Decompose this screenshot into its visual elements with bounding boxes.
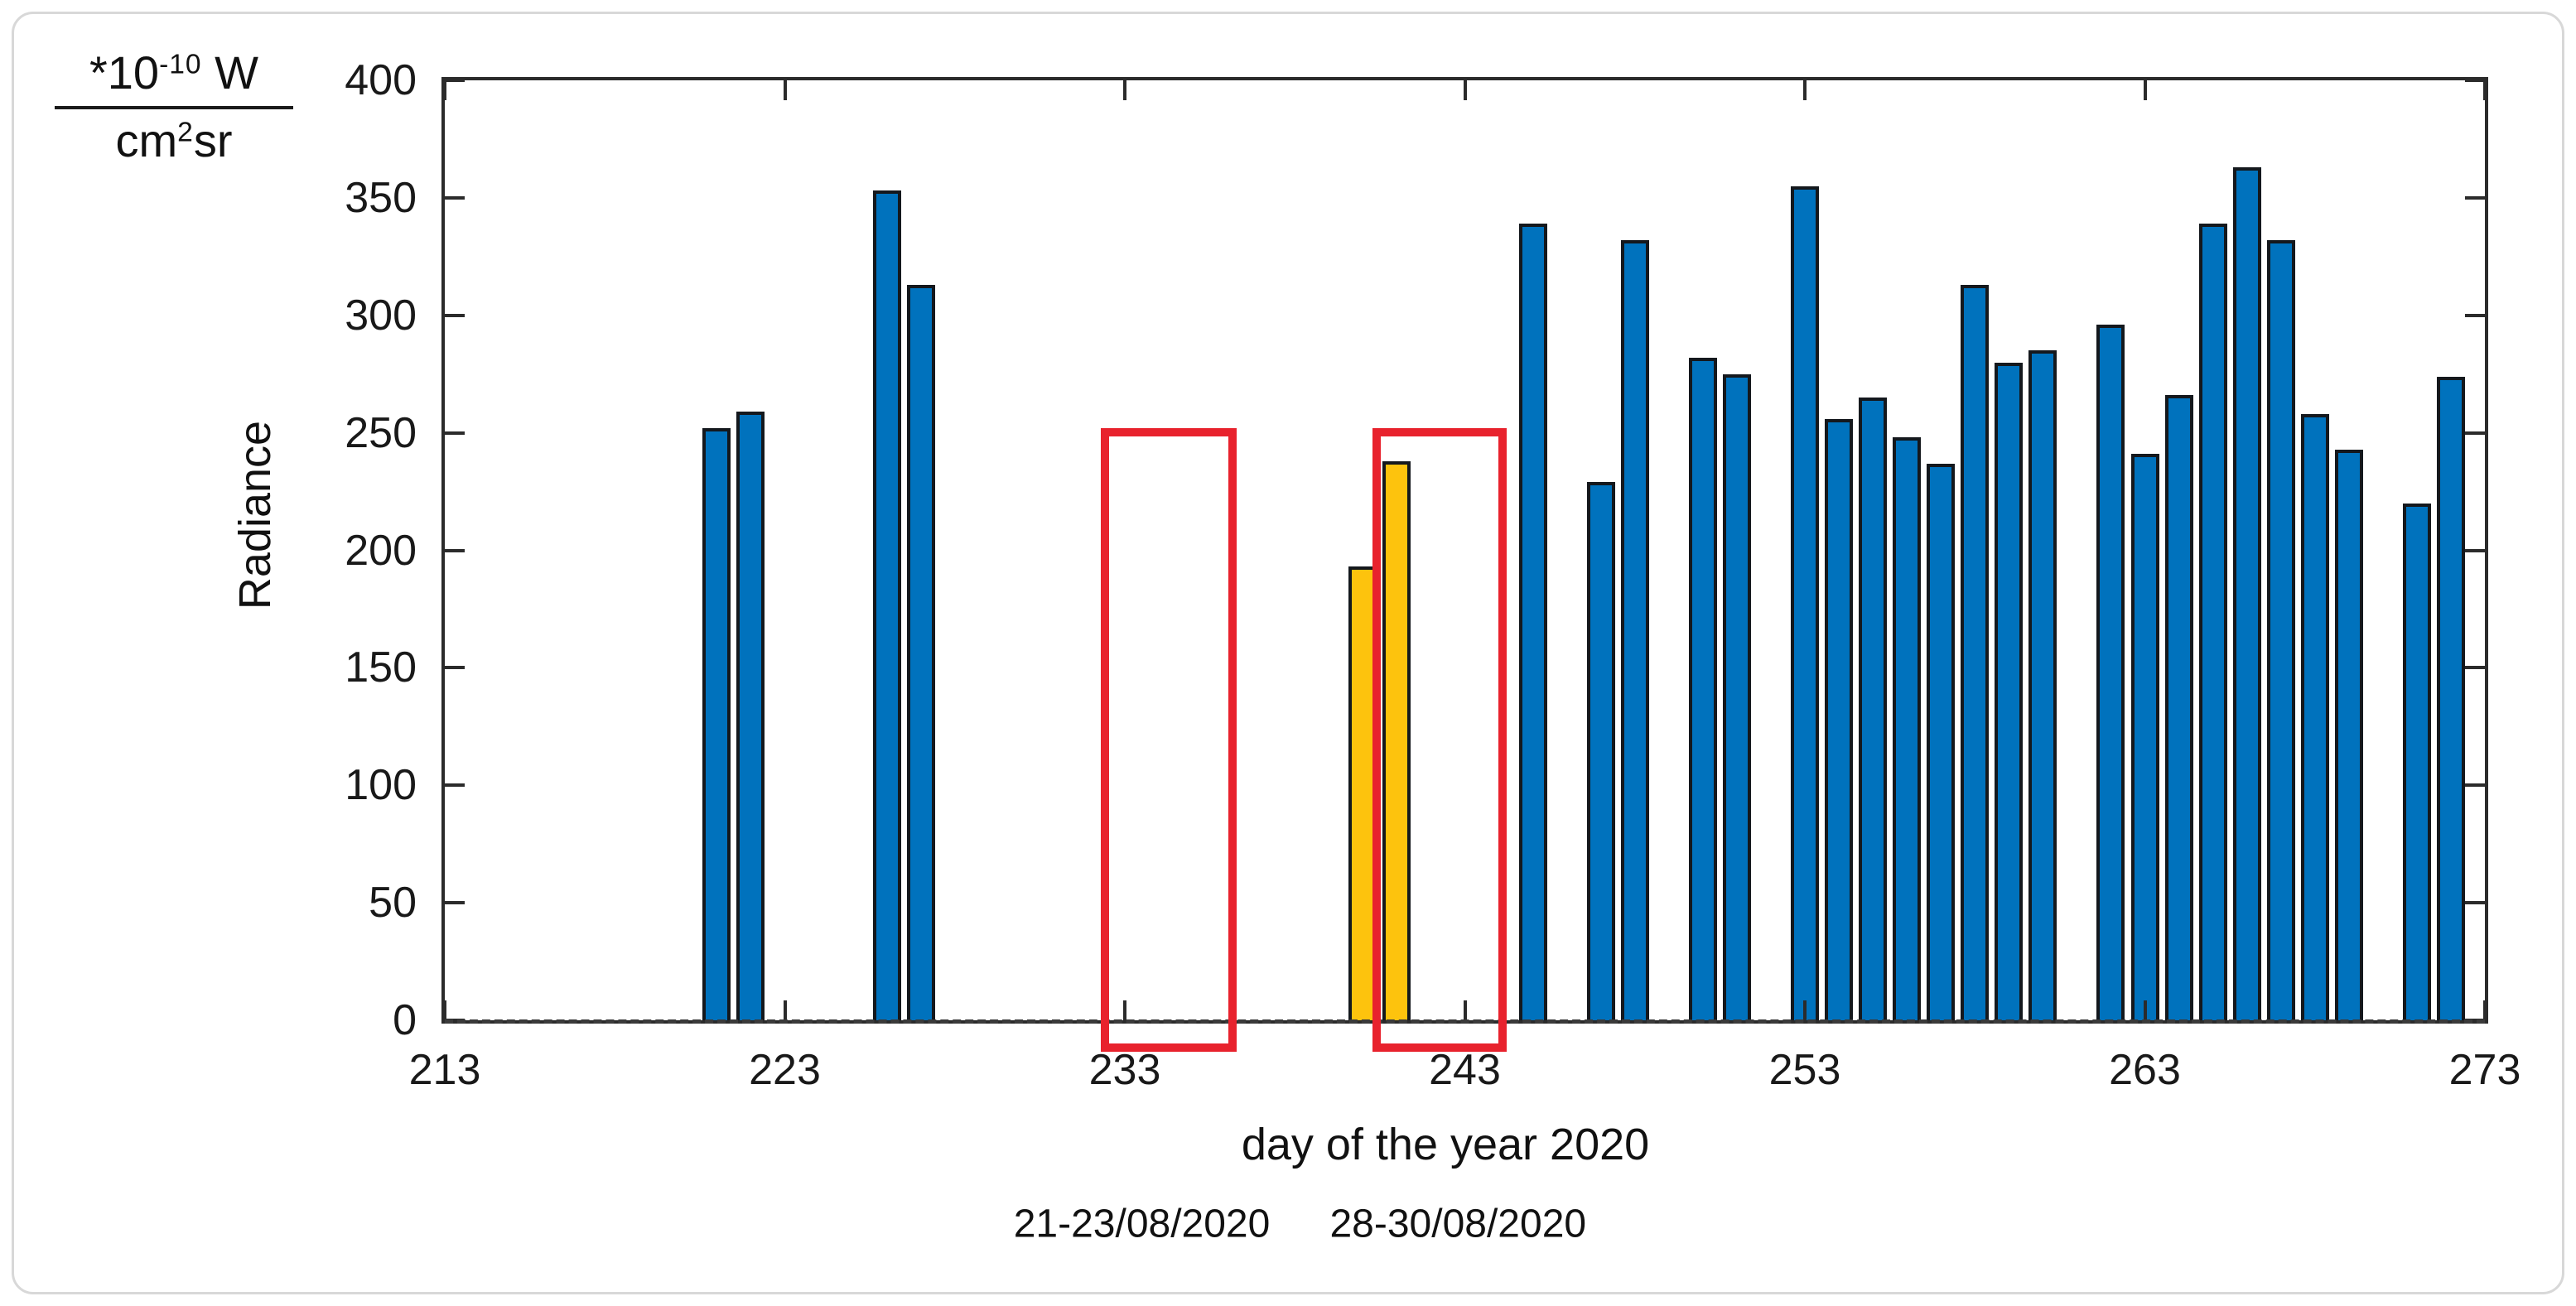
date-annotation: 21-23/08/2020 bbox=[1013, 1202, 1271, 1246]
unit-denominator-unit: sr bbox=[193, 114, 233, 167]
bar bbox=[1791, 186, 1819, 1020]
plot-area: 213 223 233 243 253 263 273 0 50 100 150 200 250 300 3… bbox=[345, 56, 2521, 1094]
bar bbox=[1825, 418, 1854, 1020]
y-tick-right bbox=[2465, 79, 2485, 82]
y-tick-left bbox=[445, 548, 465, 552]
bar bbox=[1961, 284, 1990, 1020]
bar bbox=[1586, 482, 1615, 1020]
y-tick-right bbox=[2465, 901, 2485, 905]
fraction-line bbox=[55, 106, 293, 110]
x-tick-bottom bbox=[1123, 1000, 1126, 1020]
unit-numerator-base: *10 bbox=[89, 46, 160, 99]
bar bbox=[2096, 325, 2125, 1020]
bar bbox=[872, 190, 901, 1020]
bar bbox=[736, 412, 765, 1020]
y-tick-label: 50 bbox=[369, 879, 417, 928]
x-tick-label: 273 bbox=[2448, 1046, 2521, 1094]
x-tick-top bbox=[2483, 80, 2487, 100]
bar bbox=[1688, 357, 1717, 1020]
x-tick-top bbox=[2143, 80, 2147, 100]
y-tick-label: 400 bbox=[345, 56, 417, 104]
y-tick-left bbox=[445, 431, 465, 435]
y-tick-label: 350 bbox=[345, 173, 417, 222]
unit-denominator: cm2sr bbox=[53, 114, 295, 167]
x-tick-top bbox=[783, 80, 787, 100]
x-tick-label: 223 bbox=[749, 1046, 821, 1094]
y-tick-left bbox=[445, 666, 465, 670]
y-tick-label: 200 bbox=[345, 526, 417, 575]
bar bbox=[702, 427, 731, 1020]
y-tick-left bbox=[445, 313, 465, 317]
x-tick-label: 213 bbox=[408, 1046, 481, 1094]
x-tick-top bbox=[443, 80, 446, 100]
y-tick-right bbox=[2465, 195, 2485, 200]
bar bbox=[2198, 224, 2227, 1020]
unit-numerator-unit: W bbox=[201, 46, 259, 99]
bar bbox=[906, 284, 935, 1020]
y-axis-label: Radiance bbox=[230, 420, 280, 610]
y-tick-right bbox=[2465, 431, 2485, 435]
x-tick-label: 253 bbox=[1768, 1046, 1841, 1094]
x-tick-bottom bbox=[1803, 1000, 1807, 1020]
bar bbox=[1620, 239, 1649, 1020]
x-tick-label: 243 bbox=[1429, 1046, 1501, 1094]
y-axis-unit-label: *10-10 W cm2sr bbox=[53, 46, 295, 168]
x-tick-label: 233 bbox=[1088, 1046, 1161, 1094]
bar bbox=[2164, 395, 2193, 1020]
x-tick-bottom bbox=[2143, 1000, 2147, 1020]
bar bbox=[2266, 239, 2295, 1020]
y-tick-label: 0 bbox=[393, 996, 417, 1044]
x-tick-top bbox=[1123, 80, 1126, 100]
unit-numerator-exponent: -10 bbox=[159, 49, 202, 80]
zero-dashed-line bbox=[445, 1019, 2485, 1024]
bar bbox=[2232, 167, 2261, 1020]
bar bbox=[1518, 224, 1547, 1020]
x-axis-label: day of the year 2020 bbox=[1241, 1120, 1650, 1169]
y-tick-left bbox=[445, 901, 465, 905]
bar bbox=[1927, 463, 1956, 1020]
bar bbox=[2130, 454, 2159, 1020]
bar bbox=[1859, 398, 1888, 1020]
unit-denominator-base: cm bbox=[115, 114, 178, 167]
bar bbox=[2402, 503, 2431, 1020]
bar bbox=[2436, 376, 2465, 1020]
highlighted-bar bbox=[1382, 460, 1411, 1020]
unit-denominator-exponent: 2 bbox=[177, 117, 194, 148]
highlight-box bbox=[1372, 427, 1507, 1052]
x-tick-bottom bbox=[783, 1000, 787, 1020]
x-tick-label: 263 bbox=[2109, 1046, 2181, 1094]
y-tick-left bbox=[445, 79, 465, 82]
x-tick-bottom bbox=[1463, 1000, 1467, 1020]
y-tick-right bbox=[2465, 548, 2485, 552]
x-tick-bottom bbox=[2483, 1000, 2487, 1020]
bar bbox=[2028, 350, 2057, 1020]
bar bbox=[1722, 373, 1751, 1020]
y-tick-left bbox=[445, 783, 465, 788]
date-annotation: 28-30/08/2020 bbox=[1329, 1202, 1587, 1246]
highlight-box bbox=[1101, 427, 1237, 1052]
bar bbox=[2334, 449, 2363, 1020]
y-tick-label: 100 bbox=[345, 761, 417, 810]
y-tick-right bbox=[2465, 666, 2485, 670]
bar bbox=[1893, 437, 1922, 1020]
y-tick-label: 150 bbox=[345, 643, 417, 692]
bar bbox=[2300, 413, 2329, 1020]
y-tick-label: 300 bbox=[345, 291, 417, 340]
y-tick-right bbox=[2465, 313, 2485, 317]
y-tick-right bbox=[2465, 783, 2485, 788]
y-tick-left bbox=[445, 195, 465, 200]
x-tick-top bbox=[1463, 80, 1467, 100]
x-tick-bottom bbox=[443, 1000, 446, 1020]
bar bbox=[1995, 362, 2024, 1020]
y-tick-label: 250 bbox=[345, 408, 417, 457]
x-tick-top bbox=[1803, 80, 1807, 100]
unit-numerator: *10-10 W bbox=[53, 46, 295, 99]
